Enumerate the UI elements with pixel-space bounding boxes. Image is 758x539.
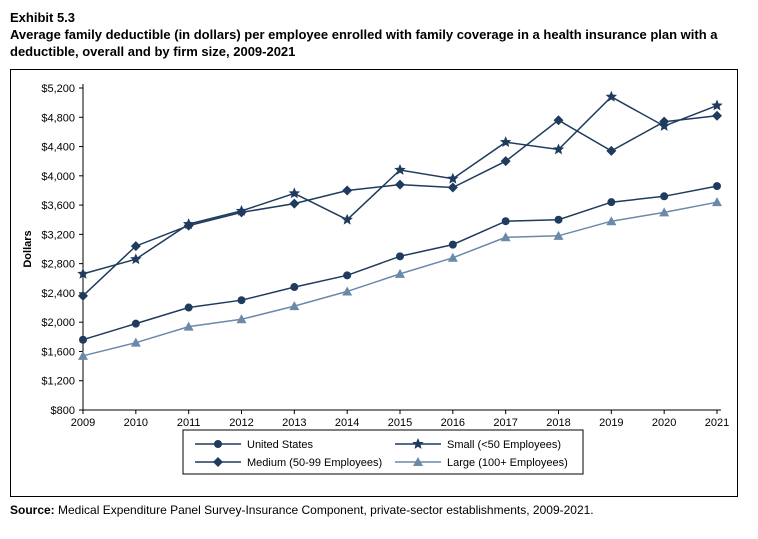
svg-text:2010: 2010 (124, 417, 148, 429)
svg-text:2009: 2009 (71, 417, 95, 429)
svg-text:Large (100+ Employees): Large (100+ Employees) (447, 457, 568, 469)
svg-text:2019: 2019 (599, 417, 623, 429)
svg-text:2014: 2014 (335, 417, 359, 429)
series-large-100-employees- (78, 197, 722, 360)
svg-text:$1,600: $1,600 (41, 346, 75, 358)
svg-text:$2,400: $2,400 (41, 288, 75, 300)
exhibit-number: Exhibit 5.3 (10, 10, 748, 25)
svg-text:United States: United States (247, 439, 314, 451)
svg-text:2016: 2016 (441, 417, 465, 429)
svg-text:2018: 2018 (546, 417, 570, 429)
chart-container: $800 $1,200 $1,600 $2,000 $2,400 $2,800 $3,200… (10, 69, 738, 497)
series-united-states (79, 182, 721, 344)
source-text: Medical Expenditure Panel Survey-Insuran… (58, 503, 594, 517)
line-chart: $800 $1,200 $1,600 $2,000 $2,400 $2,800 $3,200… (11, 70, 737, 496)
svg-text:$1,200: $1,200 (41, 376, 75, 388)
svg-text:2017: 2017 (493, 417, 517, 429)
source-line: Source: Medical Expenditure Panel Survey… (10, 503, 748, 517)
svg-text:$3,600: $3,600 (41, 200, 75, 212)
svg-text:$5,200: $5,200 (41, 83, 75, 95)
svg-text:$3,200: $3,200 (41, 229, 75, 241)
svg-text:Medium (50-99 Employees): Medium (50-99 Employees) (247, 457, 382, 469)
svg-text:2015: 2015 (388, 417, 412, 429)
svg-text:2020: 2020 (652, 417, 676, 429)
exhibit-title: Average family deductible (in dollars) p… (10, 27, 740, 61)
source-label: Source: (10, 503, 58, 517)
svg-text:$4,000: $4,000 (41, 171, 75, 183)
svg-text:Dollars: Dollars (22, 230, 34, 267)
svg-text:$2,000: $2,000 (41, 317, 75, 329)
svg-text:$800: $800 (51, 405, 75, 417)
svg-text:2021: 2021 (705, 417, 729, 429)
svg-text:$4,400: $4,400 (41, 141, 75, 153)
svg-text:2013: 2013 (282, 417, 306, 429)
svg-text:2011: 2011 (177, 417, 201, 429)
svg-text:$4,800: $4,800 (41, 112, 75, 124)
svg-text:Small (<50 Employees): Small (<50 Employees) (447, 439, 561, 451)
svg-text:$2,800: $2,800 (41, 258, 75, 270)
svg-text:2012: 2012 (229, 417, 253, 429)
